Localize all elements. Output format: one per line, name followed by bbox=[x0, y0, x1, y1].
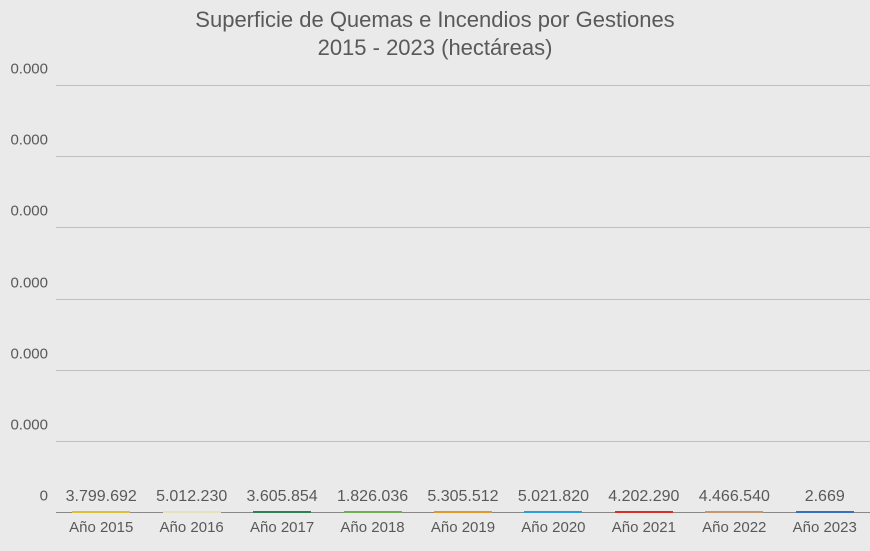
bar-value-label: 2.669 bbox=[805, 488, 845, 506]
y-tick-label: 0.000 bbox=[0, 203, 48, 220]
x-tick-label: Año 2021 bbox=[599, 513, 689, 551]
x-tick-label: Año 2020 bbox=[508, 513, 598, 551]
y-tick-label: 0.000 bbox=[0, 416, 48, 433]
bar-value-label: 3.605.854 bbox=[247, 488, 318, 506]
y-tick-label: 0.000 bbox=[0, 132, 48, 149]
y-tick-label: 0.000 bbox=[0, 61, 48, 78]
y-tick-label: 0.000 bbox=[0, 345, 48, 362]
x-tick-label: Año 2019 bbox=[418, 513, 508, 551]
plot-area: 00.0000.0000.0000.0000.0000.000 3.799.69… bbox=[0, 86, 870, 513]
bar-value-label: 1.826.036 bbox=[337, 488, 408, 506]
chart-title-line1: Superficie de Quemas e Incendios por Ges… bbox=[0, 6, 870, 34]
bar-value-label: 3.799.692 bbox=[66, 488, 137, 506]
x-tick-label: Año 2023 bbox=[780, 513, 870, 551]
x-tick-label: Año 2017 bbox=[237, 513, 327, 551]
x-tick-label: Año 2015 bbox=[56, 513, 146, 551]
bar-value-label: 5.021.820 bbox=[518, 488, 589, 506]
bar-value-label: 5.305.512 bbox=[427, 488, 498, 506]
bar-value-label: 5.012.230 bbox=[156, 488, 227, 506]
x-tick-label: Año 2018 bbox=[327, 513, 417, 551]
bar-value-label: 4.466.540 bbox=[699, 488, 770, 506]
y-tick-label: 0.000 bbox=[0, 274, 48, 291]
chart-title-line2: 2015 - 2023 (hectáreas) bbox=[0, 34, 870, 62]
x-axis-labels: Año 2015Año 2016Año 2017Año 2018Año 2019… bbox=[56, 513, 870, 551]
x-tick-label: Año 2022 bbox=[689, 513, 779, 551]
y-tick-label: 0 bbox=[0, 488, 48, 505]
chart-container: Superficie de Quemas e Incendios por Ges… bbox=[0, 0, 870, 551]
chart-title: Superficie de Quemas e Incendios por Ges… bbox=[0, 6, 870, 61]
x-tick-label: Año 2016 bbox=[146, 513, 236, 551]
bar-value-label: 4.202.290 bbox=[608, 488, 679, 506]
bars-group: 3.799.692 5.012.230 3.605.854 1.826.036 5.30… bbox=[56, 86, 870, 513]
